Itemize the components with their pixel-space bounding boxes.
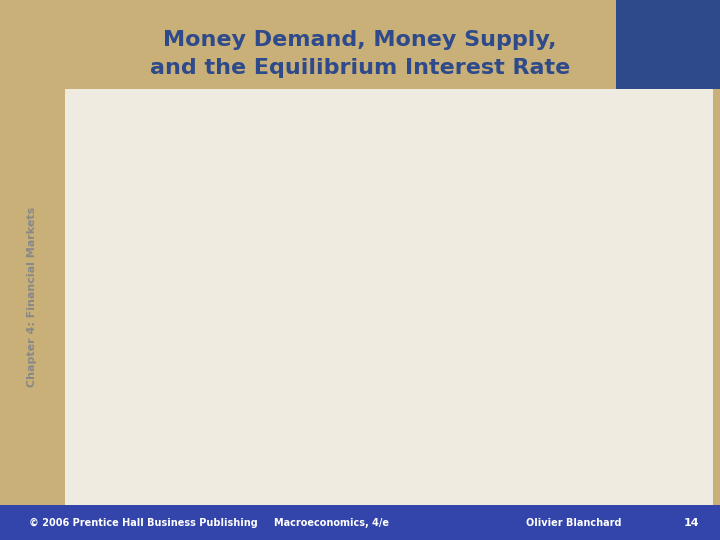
Text: Interest rate,: Interest rate, <box>256 284 266 348</box>
Text: © 2006 Prentice Hall Business Publishing: © 2006 Prentice Hall Business Publishing <box>29 518 258 528</box>
Text: The interest rate must
be such that the
supply of money
(which is independent
of: The interest rate must be such that the … <box>82 219 217 380</box>
Text: Money demand: Money demand <box>526 399 613 409</box>
Text: and the Equilibrium Interest Rate: and the Equilibrium Interest Rate <box>150 57 570 78</box>
Text: Olivier Blanchard: Olivier Blanchard <box>526 518 621 528</box>
Text: 14: 14 <box>683 518 699 528</box>
Text: Money Supply: Money Supply <box>526 125 605 135</box>
Text: $M^s$: $M^s$ <box>526 150 544 164</box>
Text: $M$: $M$ <box>510 501 523 514</box>
Text: Money, $M$: Money, $M$ <box>464 504 522 521</box>
Text: Money Demand, Money Supply,: Money Demand, Money Supply, <box>163 30 557 51</box>
Text: Chapter 4: Financial Markets: Chapter 4: Financial Markets <box>27 207 37 387</box>
Text: $i$: $i$ <box>284 358 289 372</box>
Text: Macroeconomics, 4/e: Macroeconomics, 4/e <box>274 518 389 528</box>
Text: $M^d$: $M^d$ <box>526 423 545 440</box>
Text: Interest rate,: Interest rate, <box>258 261 269 333</box>
Text: A: A <box>524 346 535 360</box>
Text: The Determination of
the Interest Rate: The Determination of the Interest Rate <box>82 157 207 188</box>
Text: Figure 4 - 2: Figure 4 - 2 <box>82 114 180 129</box>
Text: $i$: $i$ <box>256 256 268 262</box>
